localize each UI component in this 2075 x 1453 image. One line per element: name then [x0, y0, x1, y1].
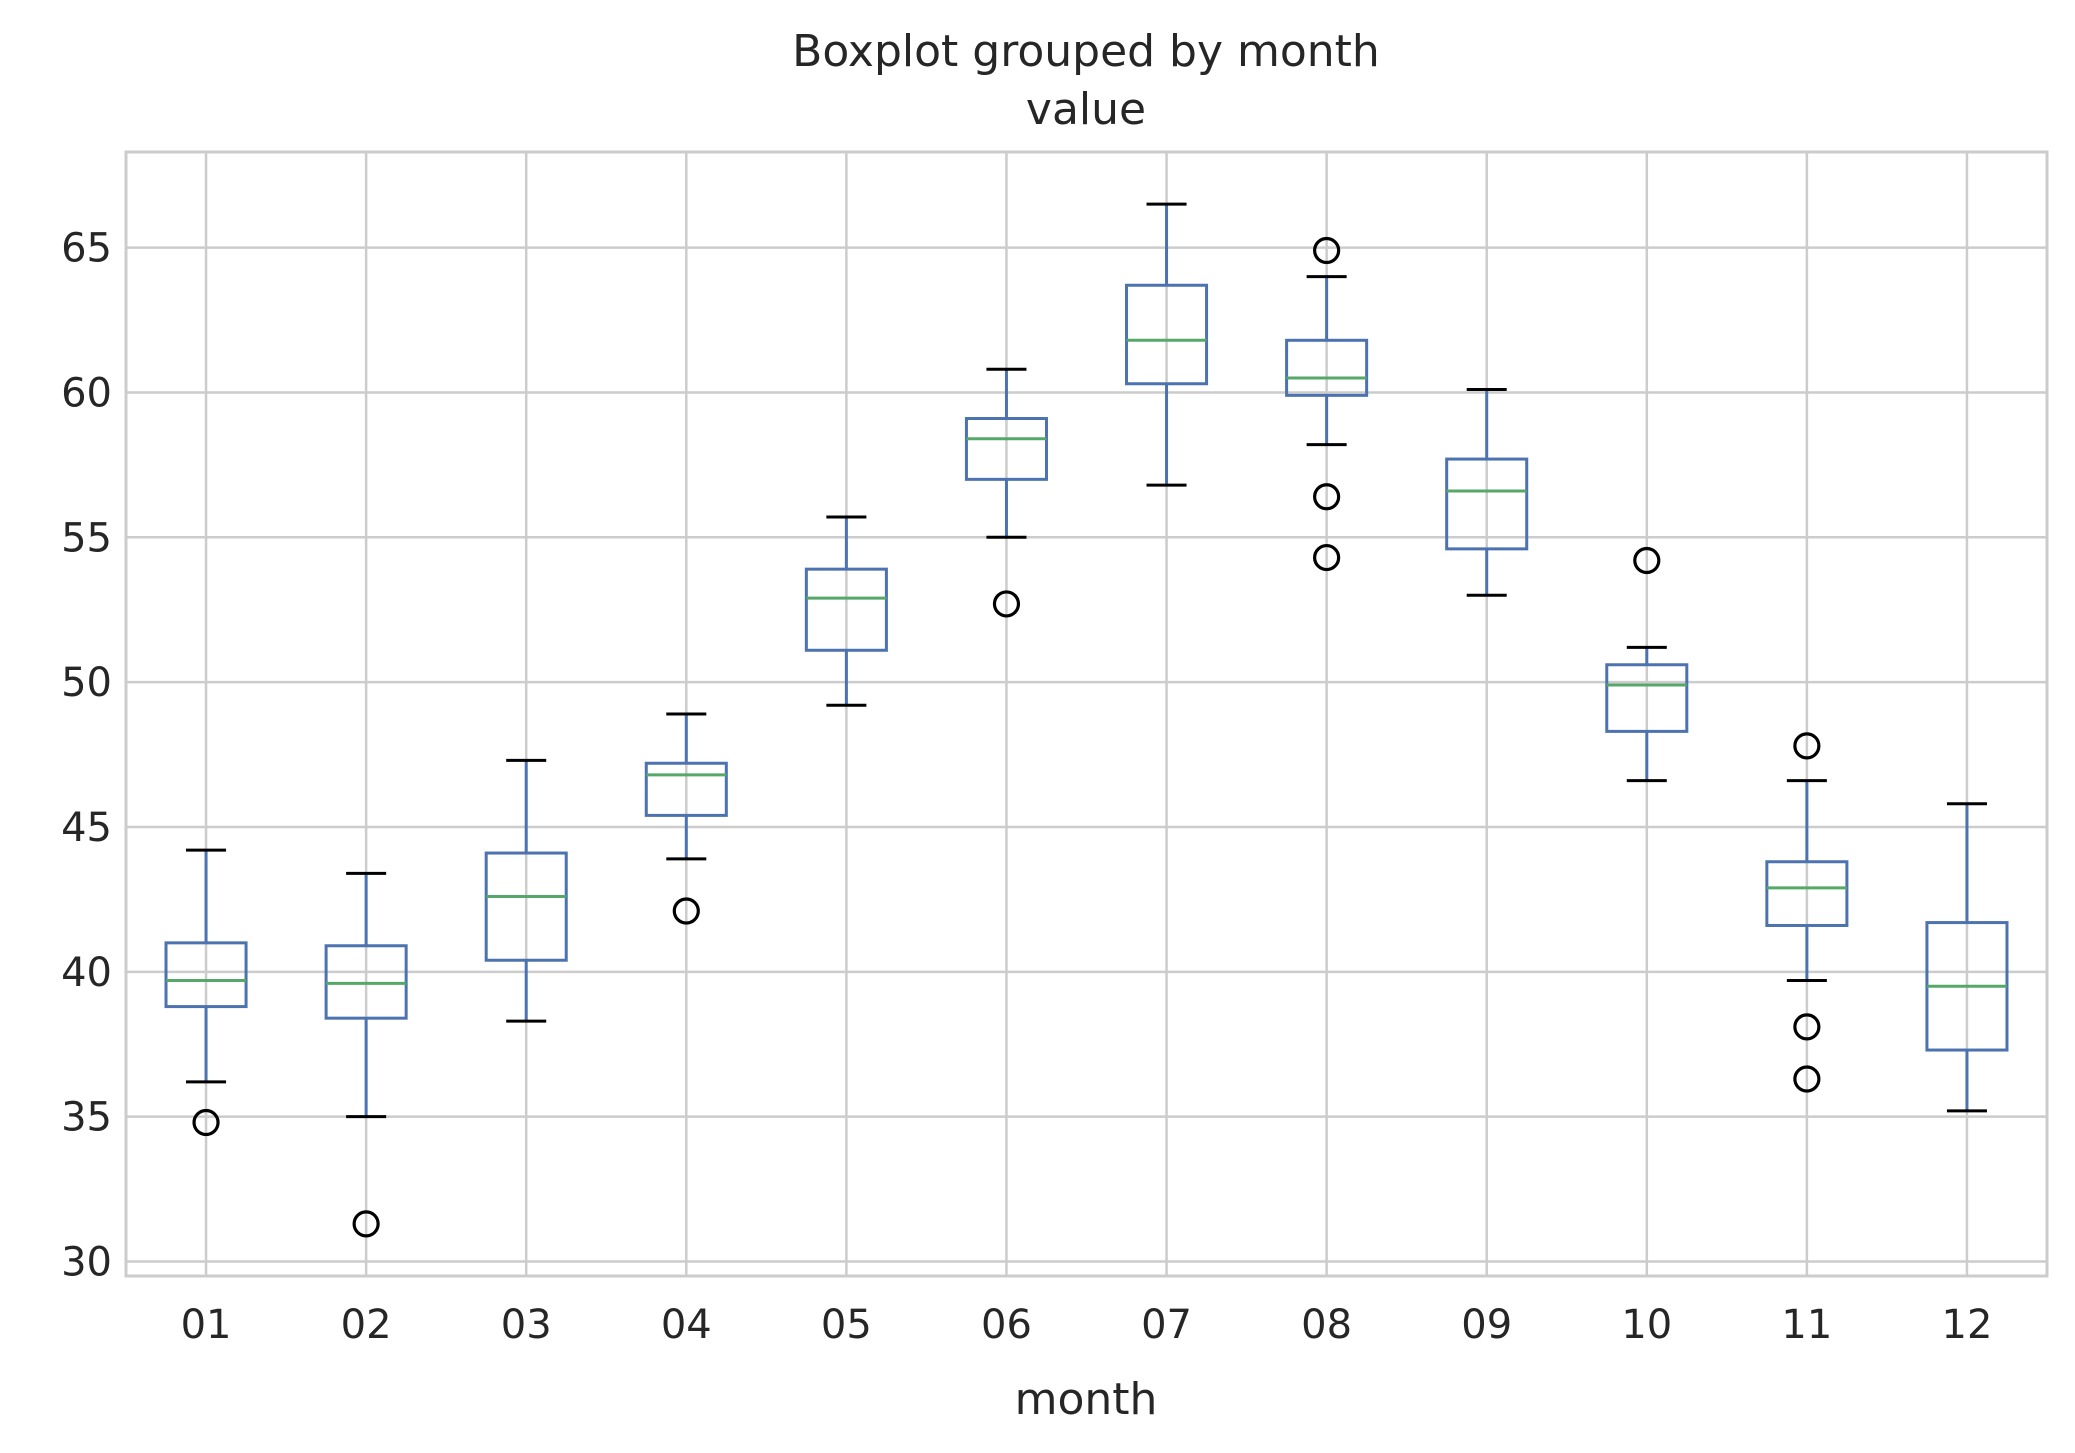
y-tick-label: 65 [61, 226, 112, 272]
y-tick-label: 30 [61, 1240, 112, 1286]
y-tick-label: 60 [61, 370, 112, 416]
box-iqr [964, 417, 1048, 481]
x-tick-labels: 01 02 03 04 05 06 07 08 09 10 11 12 [181, 1302, 1993, 1348]
x-tick-label: 12 [1942, 1302, 1993, 1348]
box-group [484, 758, 568, 1023]
x-tick-label: 06 [981, 1302, 1032, 1348]
box-iqr [1285, 338, 1369, 397]
box-iqr [1765, 860, 1849, 927]
chart-title: Boxplot grouped by month [792, 26, 1380, 77]
outlier-point [352, 1210, 380, 1238]
box-group [1925, 802, 2009, 1113]
box-group [164, 848, 248, 1137]
x-tick-label: 05 [821, 1302, 872, 1348]
box-iqr [484, 851, 568, 962]
x-tick-label: 07 [1141, 1302, 1192, 1348]
outlier-point [1793, 732, 1821, 760]
box-iqr [164, 941, 248, 1009]
outlier-point [1633, 546, 1661, 575]
box-group [1765, 732, 1849, 1093]
box-group [644, 712, 728, 925]
outlier-point [1793, 1065, 1821, 1093]
x-tick-label: 03 [501, 1302, 552, 1348]
y-tick-label: 55 [61, 515, 112, 561]
x-tick-label: 09 [1461, 1302, 1512, 1348]
outlier-point [1313, 483, 1341, 511]
x-tick-label: 02 [341, 1302, 392, 1348]
chart-subtitle: value [1026, 84, 1146, 135]
box-iqr [1605, 663, 1689, 733]
outlier-point [1313, 543, 1341, 572]
y-tick-label: 35 [61, 1095, 112, 1141]
x-axis-label: month [1015, 1374, 1158, 1425]
grid-lines [126, 152, 2047, 1276]
x-tick-label: 04 [661, 1302, 712, 1348]
y-tick-label: 45 [61, 805, 112, 851]
outlier-point [1793, 1013, 1821, 1041]
box-iqr [1125, 283, 1209, 386]
box-iqr [804, 567, 888, 652]
outlier-point [192, 1108, 220, 1137]
outlier-point [992, 590, 1021, 618]
box-group [964, 367, 1048, 618]
y-tick-labels: 30 35 40 45 50 55 60 65 [61, 226, 112, 1286]
box-iqr [644, 761, 728, 817]
x-tick-label: 01 [181, 1302, 232, 1348]
box-iqr [1445, 457, 1529, 551]
y-tick-label: 50 [61, 660, 112, 706]
outlier-point [1313, 236, 1341, 265]
box-group [1285, 236, 1369, 572]
box-group [1605, 546, 1689, 783]
box-group [1445, 388, 1529, 597]
plot-frame [124, 150, 2049, 1278]
x-tick-label: 08 [1301, 1302, 1352, 1348]
box-group [804, 515, 888, 707]
box-group [1125, 202, 1209, 487]
x-tick-label: 10 [1621, 1302, 1672, 1348]
boxes [164, 202, 2009, 1238]
y-tick-label: 40 [61, 950, 112, 996]
x-tick-label: 11 [1781, 1302, 1832, 1348]
outlier-point [672, 897, 700, 925]
box-group [324, 871, 408, 1238]
